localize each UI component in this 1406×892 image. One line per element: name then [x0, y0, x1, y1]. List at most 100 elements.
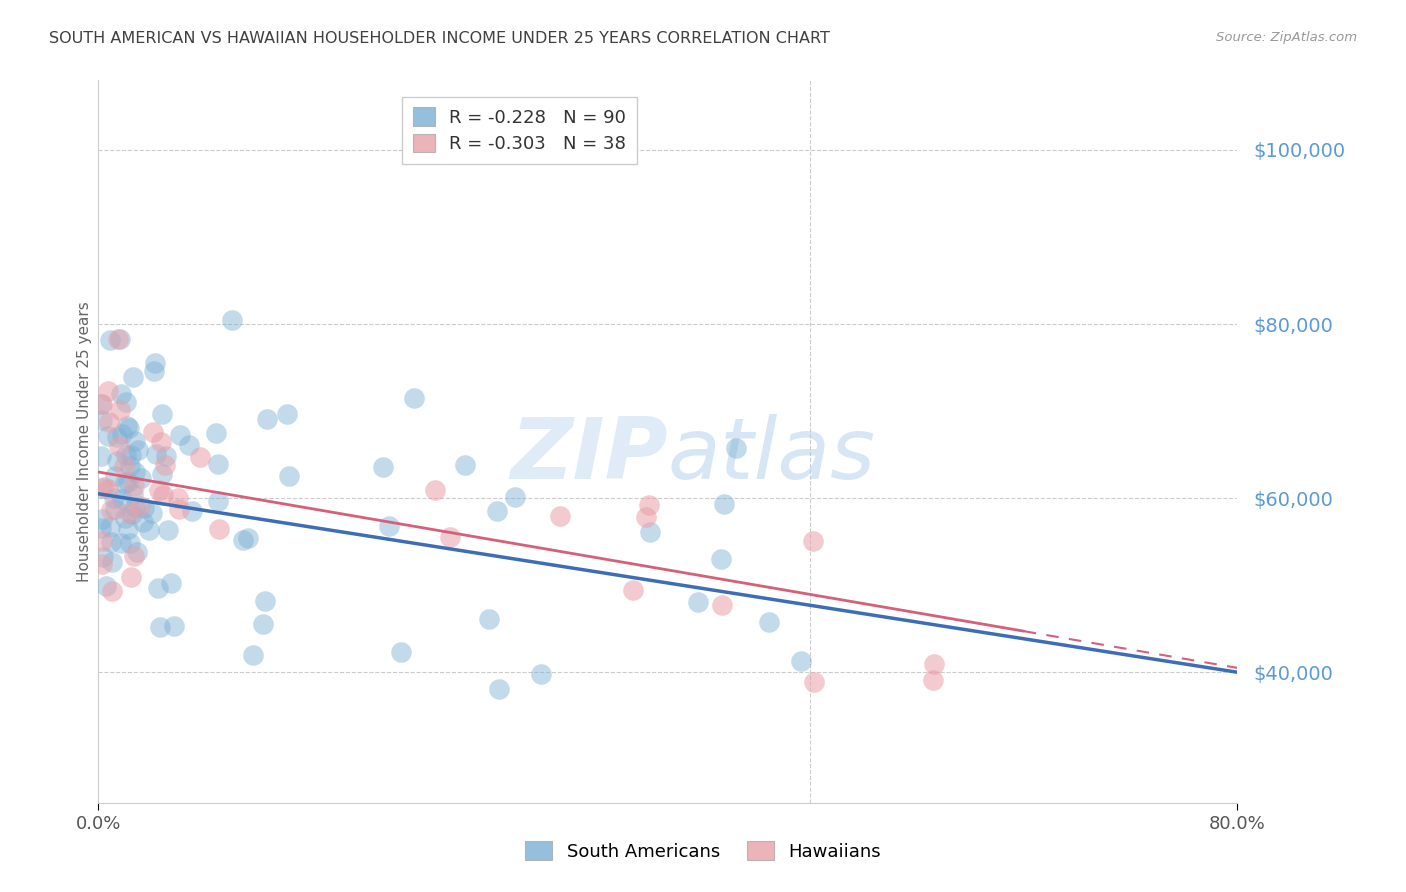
Point: [105, 454, 128, 468]
Point: [129, 471, 152, 485]
Point: [146, 581, 169, 595]
Point: [277, 468, 299, 483]
Point: [439, 530, 461, 544]
Point: [122, 370, 145, 384]
Point: [97, 428, 120, 442]
Point: [90, 521, 112, 535]
Point: [118, 458, 141, 473]
Point: [922, 673, 945, 688]
Point: [152, 488, 174, 502]
Point: [378, 519, 401, 533]
Point: [114, 511, 136, 525]
Point: [149, 435, 172, 450]
Point: [801, 533, 824, 548]
Point: [124, 434, 146, 448]
Point: [117, 522, 139, 536]
Point: [114, 394, 136, 409]
Text: atlas: atlas: [668, 415, 876, 498]
Point: [127, 443, 149, 458]
Point: [122, 487, 145, 501]
Point: [103, 491, 125, 506]
Point: [713, 497, 735, 511]
Point: [166, 491, 188, 505]
Point: [90, 449, 112, 463]
Point: [100, 556, 122, 570]
Point: [252, 616, 274, 631]
Point: [103, 501, 125, 516]
Point: [550, 509, 572, 524]
Point: [150, 467, 173, 481]
Point: [486, 504, 509, 518]
Point: [111, 426, 134, 441]
Point: [232, 533, 254, 547]
Point: [105, 430, 128, 444]
Point: [404, 391, 426, 405]
Point: [94, 579, 117, 593]
Point: [149, 620, 172, 634]
Point: [488, 682, 510, 697]
Point: [100, 520, 122, 534]
Point: [205, 426, 228, 441]
Point: [115, 419, 138, 434]
Point: [112, 459, 135, 474]
Point: [141, 506, 163, 520]
Point: [91, 512, 114, 526]
Point: [142, 425, 165, 439]
Point: [686, 595, 709, 609]
Point: [98, 333, 121, 347]
Point: [118, 421, 141, 435]
Point: [132, 515, 155, 529]
Point: [155, 450, 177, 464]
Legend: R = -0.228   N = 90, R = -0.303   N = 38: R = -0.228 N = 90, R = -0.303 N = 38: [402, 96, 637, 164]
Point: [115, 448, 138, 462]
Point: [134, 500, 156, 515]
Point: [803, 675, 825, 690]
Point: [188, 450, 211, 465]
Point: [145, 447, 167, 461]
Point: [100, 535, 122, 549]
Point: [120, 448, 142, 462]
Point: [638, 498, 661, 512]
Point: [98, 415, 121, 429]
Point: [530, 667, 553, 681]
Point: [221, 313, 243, 327]
Point: [124, 465, 146, 479]
Y-axis label: Householder Income Under 25 years: Householder Income Under 25 years: [77, 301, 91, 582]
Text: Source: ZipAtlas.com: Source: ZipAtlas.com: [1216, 31, 1357, 45]
Point: [111, 491, 134, 506]
Point: [155, 458, 177, 473]
Point: [725, 441, 748, 455]
Point: [100, 583, 122, 598]
Point: [90, 397, 112, 411]
Legend: South Americans, Hawaiians: South Americans, Hawaiians: [516, 832, 890, 870]
Point: [97, 482, 120, 496]
Point: [177, 438, 200, 452]
Point: [138, 523, 160, 537]
Point: [423, 483, 446, 497]
Point: [256, 411, 278, 425]
Point: [120, 570, 142, 584]
Point: [710, 551, 733, 566]
Point: [254, 594, 277, 608]
Point: [181, 504, 204, 518]
Point: [124, 500, 146, 515]
Point: [505, 490, 527, 504]
Point: [108, 439, 131, 453]
Point: [117, 475, 139, 489]
Point: [207, 522, 229, 536]
Point: [108, 332, 131, 346]
Point: [142, 364, 165, 378]
Point: [143, 356, 166, 370]
Point: [710, 598, 733, 612]
Point: [91, 481, 114, 495]
Text: SOUTH AMERICAN VS HAWAIIAN HOUSEHOLDER INCOME UNDER 25 YEARS CORRELATION CHART: SOUTH AMERICAN VS HAWAIIAN HOUSEHOLDER I…: [49, 31, 830, 46]
Point: [160, 575, 183, 590]
Point: [163, 618, 186, 632]
Point: [110, 386, 132, 401]
Point: [152, 407, 174, 421]
Point: [167, 501, 190, 516]
Point: [121, 508, 143, 522]
Point: [91, 397, 114, 411]
Point: [110, 403, 132, 417]
Point: [122, 479, 145, 493]
